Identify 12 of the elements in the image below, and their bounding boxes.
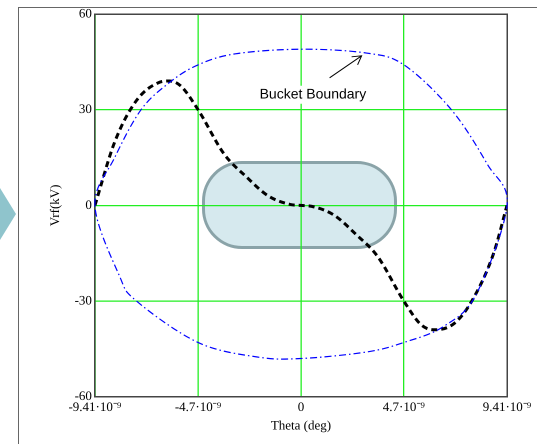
y-axis-title: Vrf(kV): [47, 184, 62, 226]
y-tick-label: 30: [78, 101, 92, 116]
x-tick-label: 9.41·10⁻⁹: [482, 399, 532, 414]
y-tick-label: 60: [78, 5, 92, 20]
y-tick-label: 0: [85, 196, 92, 212]
x-tick-label: -4.7·10⁻⁹: [174, 399, 222, 414]
y-tick-label: -30: [74, 292, 92, 308]
annotation: Bucket Boundary: [260, 86, 366, 102]
x-axis-title: Theta (deg): [270, 418, 332, 433]
x-tick-label: 0: [298, 399, 304, 414]
line-series: [94, 79, 507, 332]
x-tick-label: 4.7·10⁻⁹: [382, 399, 426, 414]
